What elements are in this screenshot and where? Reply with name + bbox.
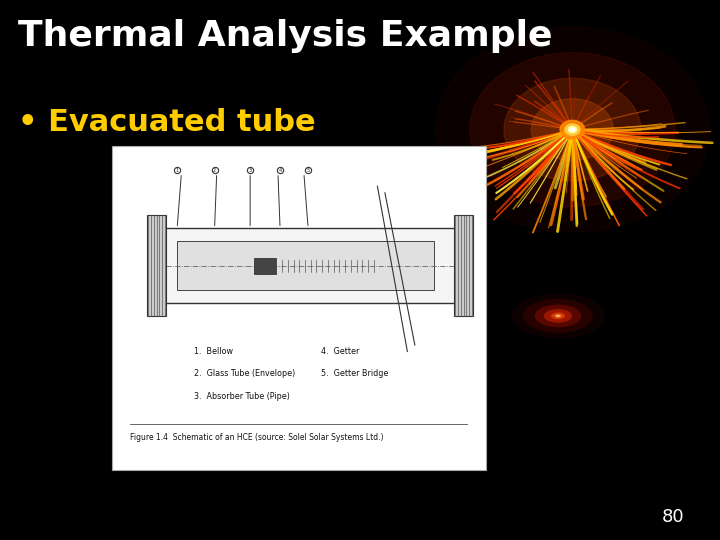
Text: 1: 1 bbox=[176, 167, 179, 173]
Text: 2: 2 bbox=[213, 167, 216, 173]
Circle shape bbox=[436, 27, 709, 232]
Bar bbox=[254, 258, 276, 274]
Ellipse shape bbox=[523, 299, 593, 333]
Text: 80: 80 bbox=[662, 509, 684, 526]
Ellipse shape bbox=[511, 293, 605, 339]
Bar bbox=[147, 215, 166, 316]
Text: 3.  Absorber Tube (Pipe): 3. Absorber Tube (Pipe) bbox=[194, 392, 290, 401]
Ellipse shape bbox=[557, 315, 559, 316]
Text: • Evacuated tube: • Evacuated tube bbox=[18, 108, 315, 137]
Text: Figure 1.4  Schematic of an HCE (source: Solel Solar Systems Ltd.): Figure 1.4 Schematic of an HCE (source: … bbox=[130, 433, 384, 442]
Text: 5: 5 bbox=[307, 167, 310, 173]
Text: 5.  Getter Bridge: 5. Getter Bridge bbox=[321, 369, 389, 379]
Bar bbox=[177, 241, 433, 290]
Bar bbox=[112, 146, 486, 470]
Ellipse shape bbox=[544, 309, 572, 323]
Circle shape bbox=[565, 124, 580, 135]
Circle shape bbox=[469, 53, 675, 206]
Circle shape bbox=[504, 78, 641, 181]
Text: 2.  Glass Tube (Envelope): 2. Glass Tube (Envelope) bbox=[194, 369, 295, 379]
Ellipse shape bbox=[534, 305, 582, 327]
Ellipse shape bbox=[554, 314, 562, 318]
Circle shape bbox=[570, 128, 575, 131]
Circle shape bbox=[531, 99, 613, 160]
Circle shape bbox=[568, 126, 577, 133]
Text: 1.  Bellow: 1. Bellow bbox=[194, 347, 233, 356]
Text: 4.  Getter: 4. Getter bbox=[321, 347, 359, 356]
Bar bbox=[164, 228, 456, 303]
Text: Thermal Analysis Example: Thermal Analysis Example bbox=[18, 19, 552, 53]
Text: 3: 3 bbox=[248, 167, 252, 173]
Text: 4: 4 bbox=[279, 167, 282, 173]
Bar bbox=[454, 215, 473, 316]
Circle shape bbox=[560, 120, 585, 139]
Ellipse shape bbox=[551, 313, 565, 319]
